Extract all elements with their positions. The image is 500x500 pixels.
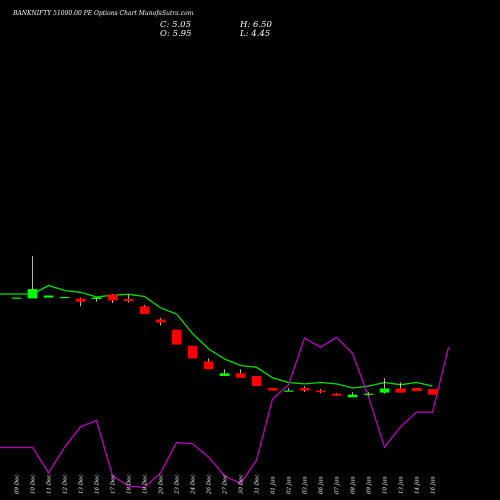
candle-body-down (203, 361, 214, 370)
candle (427, 389, 438, 395)
chart-title: BANKNIFTY 51000.00 PE Options Chart Muna… (12, 10, 194, 17)
x-tick-label: 01 Jan (271, 476, 277, 494)
candle-body-up (363, 393, 374, 395)
candle-body-down (411, 387, 422, 392)
x-tick-label: 11 Dec (47, 475, 53, 495)
x-tick-label: 23 Dec (175, 475, 181, 496)
candle (219, 369, 230, 376)
candle-body-up (27, 289, 38, 299)
x-tick-label: 26 Dec (207, 475, 213, 496)
candle (251, 375, 262, 387)
x-tick-label: 09 Jan (367, 476, 373, 494)
x-tick-label: 13 Dec (79, 475, 85, 495)
candle-body-up (11, 297, 22, 299)
candle (123, 294, 134, 303)
x-tick-label: 03 Jan (303, 476, 309, 494)
candle-body-down (315, 390, 326, 393)
candle-body-up (379, 388, 390, 393)
indicator-line-1 (0, 284, 433, 389)
indicator-lines (0, 284, 450, 489)
candle (91, 297, 102, 302)
candle (315, 389, 326, 394)
x-tick-label: 06 Jan (319, 476, 325, 494)
candle-body-down (331, 393, 342, 396)
x-tick-label: 30 Dec (239, 475, 245, 495)
candle (331, 393, 342, 396)
candle (139, 304, 150, 315)
candle (11, 297, 22, 299)
candle-body-down (171, 329, 182, 345)
candle-body-down (235, 373, 246, 378)
x-tick-label: 18 Dec (127, 475, 133, 495)
indicator-line-2 (0, 336, 450, 489)
x-axis-labels: 09 Dec 10 Dec 11 Dec 12 Dec 13 Dec 16 Dec 17 D… (15, 475, 437, 496)
candle (155, 317, 166, 326)
candle (395, 382, 406, 393)
candle-body-down (427, 389, 438, 395)
candle-body-down (267, 387, 278, 391)
candle-body-up (43, 295, 54, 298)
x-tick-label: 19 Dec (143, 475, 149, 495)
candle-body-up (219, 373, 230, 376)
low-value: L: 4.45 (239, 29, 270, 39)
candle (107, 294, 118, 304)
candle-body-down (107, 294, 118, 301)
high-value: H: 6.50 (239, 20, 272, 30)
x-tick-label: 24 Dec (191, 475, 197, 496)
candle-body-down (299, 387, 310, 391)
candle-body-down (123, 299, 134, 302)
candle (203, 358, 214, 370)
candle-body-up (91, 297, 102, 300)
x-tick-label: 13 Jan (399, 476, 405, 494)
x-tick-label: 02 Jan (287, 476, 293, 494)
open-value: O: 5.95 (160, 29, 191, 39)
x-tick-label: 16 Dec (95, 475, 101, 495)
candle (347, 392, 358, 398)
x-tick-label: 27 Dec (223, 475, 229, 496)
candle-body-down (139, 306, 150, 315)
candle (187, 345, 198, 359)
candle-body-up (59, 296, 70, 299)
candles (11, 255, 438, 398)
candle-body-down (395, 388, 406, 393)
candle (171, 329, 182, 345)
x-tick-label: 16 Jan (431, 476, 437, 494)
x-tick-label: 12 Dec (63, 475, 69, 495)
candle-body-down (75, 298, 86, 302)
candle-body-down (187, 345, 198, 359)
candle (283, 387, 294, 392)
candle-body-down (251, 375, 262, 387)
candle (411, 387, 422, 392)
candle-body-down (155, 319, 166, 323)
candle (299, 386, 310, 393)
candle-body-up (347, 394, 358, 398)
x-tick-label: 17 Dec (111, 475, 117, 495)
x-tick-label: 09 Dec (15, 475, 21, 495)
candle (235, 369, 246, 378)
candle (75, 297, 86, 307)
x-tick-label: 14 Jan (415, 476, 421, 494)
candle-body-up (283, 390, 294, 392)
candle (267, 387, 278, 391)
candle (27, 255, 38, 299)
x-tick-label: 07 Jan (335, 476, 341, 494)
x-tick-label: 20 Dec (159, 475, 165, 496)
candle (379, 378, 390, 394)
candle (59, 296, 70, 299)
candle (43, 295, 54, 298)
candle (363, 392, 374, 396)
x-tick-label: 10 Dec (31, 475, 37, 495)
close-value: C: 5.05 (160, 20, 191, 30)
x-tick-label: 10 Jan (383, 476, 389, 494)
x-tick-label: 31 Dec (255, 475, 261, 495)
x-tick-label: 08 Jan (351, 476, 357, 494)
